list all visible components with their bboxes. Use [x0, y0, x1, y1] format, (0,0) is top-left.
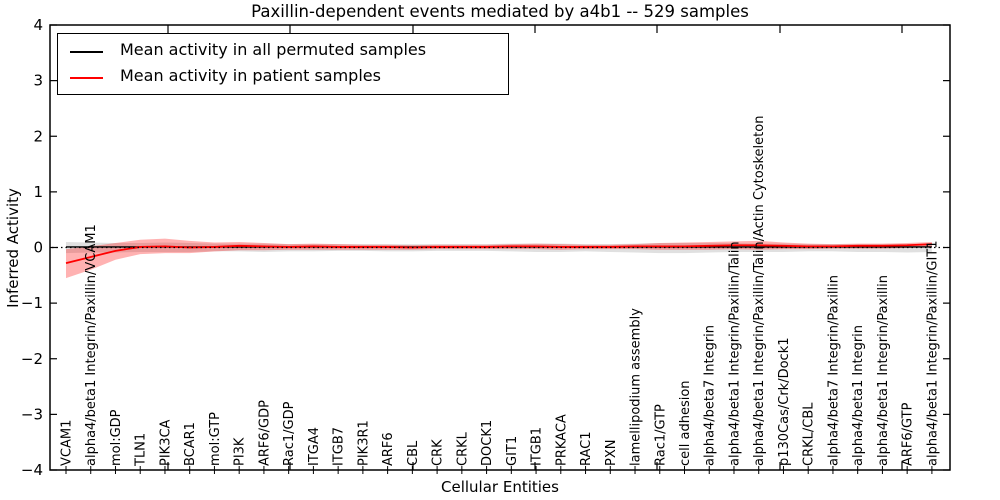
- y-tick-label: 0: [33, 239, 43, 257]
- patient-line-swatch: [70, 77, 103, 79]
- x-tick-label: mol:GTP: [208, 412, 223, 466]
- x-tick-label: Rac1/GTP: [653, 404, 668, 466]
- x-tick-label: CRKL/CBL: [802, 402, 817, 466]
- x-tick-label: Rac1/GDP: [282, 401, 297, 466]
- legend-entry-patient: Mean activity in patient samples: [58, 65, 508, 91]
- x-tick-label: TLN1: [134, 433, 149, 467]
- x-tick-label: p130Cas/Crk/Dock1: [777, 337, 792, 466]
- legend-label: Mean activity in patient samples: [120, 66, 381, 85]
- x-tick-label: ITGB7: [332, 427, 347, 466]
- x-tick-label: alpha4/beta1 Integrin: [851, 325, 866, 466]
- chart-title: Paxillin-dependent events mediated by a4…: [251, 2, 749, 21]
- x-tick-label: PIK3CA: [158, 419, 173, 466]
- x-tick-label: alpha4/beta1 Integrin/Paxillin/Talin/Act…: [752, 116, 767, 466]
- y-tick-label: −2: [21, 350, 43, 368]
- y-tick-label: −4: [21, 461, 43, 479]
- x-tick-label: PRKACA: [554, 414, 569, 466]
- x-tick-label: ARF6: [381, 432, 396, 466]
- x-tick-label: ITGA4: [307, 427, 322, 466]
- x-tick-label: ARF6/GDP: [257, 400, 272, 466]
- x-tick-label: GIT1: [505, 436, 520, 466]
- x-tick-label: BCAR1: [183, 422, 198, 466]
- x-tick-label: CRK: [431, 439, 446, 466]
- legend-label: Mean activity in all permuted samples: [120, 40, 427, 59]
- x-tick-label: alpha4/beta1 Integrin/Paxillin: [876, 275, 891, 466]
- y-tick-label: 1: [33, 183, 43, 201]
- x-tick-label: alpha4/beta7 Integrin/Paxillin: [826, 275, 841, 466]
- x-tick-label: PIK3R1: [356, 420, 371, 466]
- y-tick-label: 3: [33, 72, 43, 90]
- x-tick-label: PI3K: [233, 437, 248, 466]
- x-tick-label: ARF6/GTP: [901, 402, 916, 466]
- x-tick-label: alpha4/beta1 Integrin/Paxillin/Talin: [727, 241, 742, 466]
- x-tick-label: CRKL: [455, 431, 470, 466]
- x-tick-label: DOCK1: [480, 420, 495, 466]
- y-tick-label: −3: [21, 405, 43, 423]
- x-tick-label: lamellipodium assembly: [629, 308, 644, 466]
- x-tick-label: CBL: [406, 440, 421, 466]
- patient-confidence-band: [66, 238, 932, 279]
- x-tick-label: ITGB1: [530, 427, 545, 466]
- x-tick-label: PXN: [604, 440, 619, 466]
- x-tick-label: alpha4/beta1 Integrin/Paxillin/VCAM1: [84, 224, 99, 466]
- y-tick-label: 4: [33, 16, 43, 34]
- x-tick-label: VCAM1: [60, 420, 75, 466]
- permuted-line-swatch: [70, 51, 103, 53]
- x-tick-label: alpha4/beta7 Integrin: [703, 325, 718, 466]
- x-tick-label: alpha4/beta1 Integrin/Paxillin/GIT1: [925, 240, 940, 466]
- x-tick-label: RAC1: [579, 431, 594, 466]
- y-tick-label: −1: [21, 294, 43, 312]
- legend-entry-permuted: Mean activity in all permuted samples: [58, 39, 508, 65]
- x-axis-label: Cellular Entities: [441, 478, 559, 496]
- legend-box: Mean activity in all permuted samples Me…: [57, 33, 509, 95]
- x-tick-label: mol:GDP: [109, 409, 124, 466]
- x-tick-label: cell adhesion: [678, 380, 693, 466]
- y-tick-label: 2: [33, 127, 43, 145]
